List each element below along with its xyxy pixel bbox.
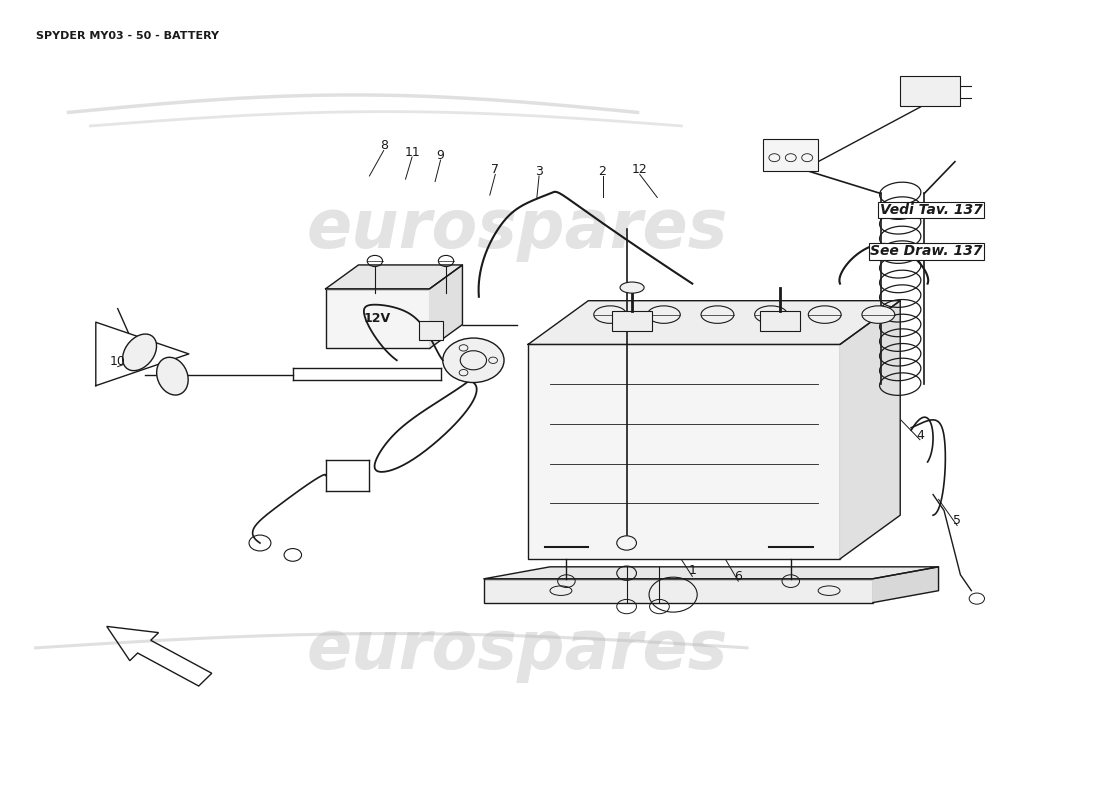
- Text: 9: 9: [437, 149, 444, 162]
- Bar: [900, 76, 960, 106]
- Polygon shape: [528, 301, 900, 344]
- Ellipse shape: [808, 306, 842, 323]
- Text: SPYDER MY03 - 50 - BATTERY: SPYDER MY03 - 50 - BATTERY: [35, 30, 219, 41]
- Text: 1: 1: [689, 564, 696, 578]
- Bar: [760, 311, 800, 331]
- Text: 7: 7: [492, 163, 499, 176]
- Bar: [613, 311, 652, 331]
- Text: 12V: 12V: [364, 312, 392, 325]
- Ellipse shape: [122, 334, 156, 370]
- Bar: [326, 289, 430, 348]
- Text: 12: 12: [631, 163, 648, 176]
- Ellipse shape: [862, 306, 894, 323]
- Circle shape: [442, 338, 504, 382]
- Ellipse shape: [594, 306, 627, 323]
- Ellipse shape: [620, 282, 645, 293]
- Text: 6: 6: [735, 570, 743, 583]
- Text: 10: 10: [110, 355, 125, 368]
- Ellipse shape: [755, 306, 788, 323]
- Polygon shape: [326, 265, 462, 289]
- Bar: [528, 344, 840, 559]
- Polygon shape: [430, 265, 462, 348]
- Bar: [484, 578, 873, 602]
- Text: eurospares: eurospares: [307, 196, 728, 262]
- Polygon shape: [840, 301, 900, 559]
- Text: 2: 2: [598, 165, 606, 178]
- Ellipse shape: [648, 306, 680, 323]
- Bar: [763, 139, 818, 171]
- Bar: [419, 321, 442, 341]
- Text: 8: 8: [379, 139, 387, 152]
- Text: 5: 5: [953, 514, 961, 527]
- Text: 11: 11: [404, 146, 420, 158]
- Text: 3: 3: [535, 165, 543, 178]
- Text: See Draw. 137: See Draw. 137: [870, 244, 982, 258]
- Text: Vedi Tav. 137: Vedi Tav. 137: [880, 203, 982, 217]
- Ellipse shape: [156, 358, 188, 395]
- Polygon shape: [873, 567, 938, 602]
- Text: eurospares: eurospares: [307, 618, 728, 683]
- Text: 4: 4: [916, 430, 924, 442]
- Ellipse shape: [701, 306, 734, 323]
- Polygon shape: [484, 567, 938, 578]
